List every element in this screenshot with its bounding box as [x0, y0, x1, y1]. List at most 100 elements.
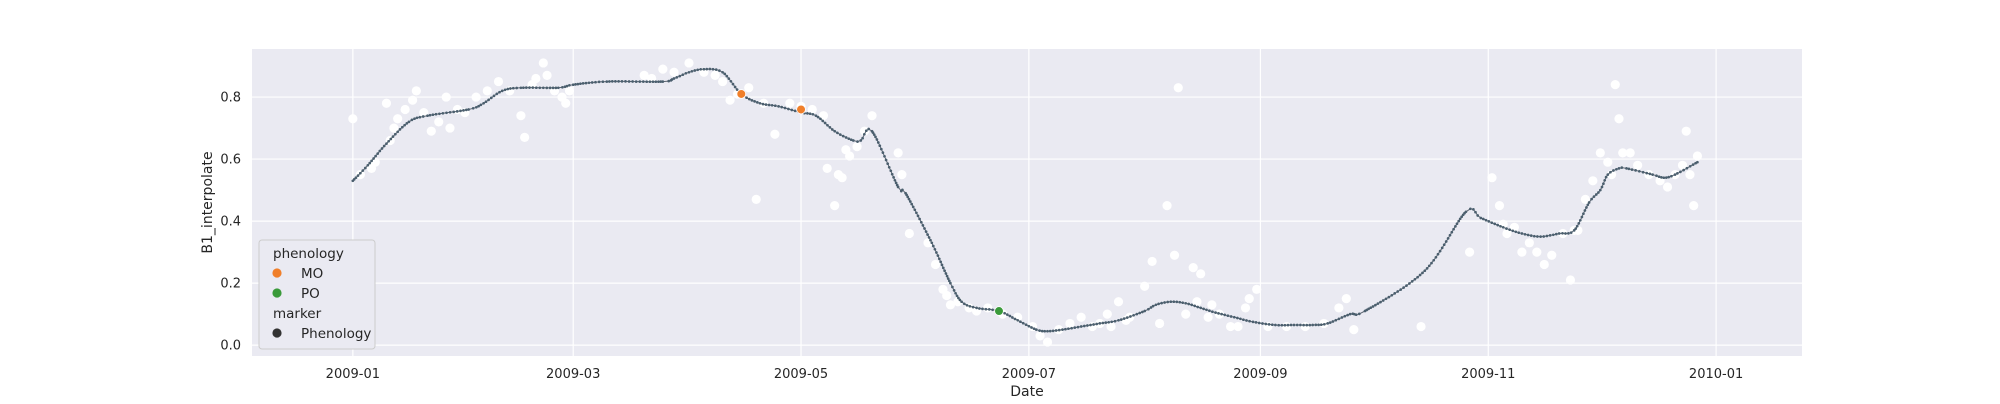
interpolated-point: [783, 106, 787, 110]
observed-point: [1539, 259, 1549, 270]
interpolated-point: [610, 80, 614, 83]
interpolated-point: [1340, 316, 1344, 319]
observed-point: [822, 163, 832, 173]
interpolated-point: [777, 105, 780, 108]
observed-point: [381, 98, 392, 108]
legend-title-marker: marker: [273, 306, 322, 322]
interpolated-point: [1444, 240, 1448, 243]
interpolated-point: [1598, 188, 1602, 192]
interpolated-point: [561, 85, 564, 89]
interpolated-point: [874, 135, 877, 139]
interpolated-point: [725, 74, 729, 78]
interpolated-point: [1523, 232, 1527, 236]
interpolated-point: [1101, 321, 1105, 325]
observed-point: [1076, 312, 1086, 322]
interpolated-point: [1548, 234, 1552, 237]
observed-point: [658, 64, 668, 74]
interpolated-point: [1051, 329, 1055, 333]
interpolated-point: [1143, 309, 1147, 313]
plot-background: [252, 49, 1802, 356]
x-tick-label: 2009-05: [774, 367, 828, 382]
observed-point: [1252, 284, 1262, 294]
legend-label-po: PO: [301, 286, 320, 302]
interpolated-point: [645, 80, 649, 84]
interpolated-point: [1295, 323, 1299, 327]
interpolated-point: [926, 233, 929, 236]
observed-point: [930, 259, 941, 270]
interpolated-point: [1484, 218, 1488, 222]
interpolated-point: [571, 83, 575, 87]
interpolated-point: [418, 115, 422, 119]
interpolated-point: [1057, 328, 1061, 332]
interpolated-point: [1572, 229, 1576, 232]
interpolated-point: [924, 230, 928, 233]
interpolated-point: [1199, 306, 1203, 310]
interpolated-point: [541, 86, 545, 90]
interpolated-point: [1567, 232, 1570, 235]
observed-point: [1147, 256, 1157, 267]
interpolated-point: [1532, 234, 1536, 238]
interpolated-point: [939, 260, 943, 264]
interpolated-point: [881, 151, 885, 154]
interpolated-point: [1418, 273, 1422, 277]
interpolated-point: [1615, 167, 1618, 171]
observed-point: [1685, 169, 1695, 180]
interpolated-point: [1013, 317, 1017, 321]
observed-point: [1633, 160, 1643, 170]
interpolated-point: [396, 130, 400, 134]
interpolated-point: [1691, 163, 1695, 166]
observed-point: [1681, 126, 1691, 136]
interpolated-point: [1220, 312, 1223, 316]
interpolated-point: [638, 80, 642, 83]
interpolated-point: [1064, 327, 1067, 331]
interpolated-point: [872, 133, 876, 136]
interpolated-point: [790, 108, 794, 112]
interpolated-point: [1450, 230, 1454, 234]
interpolated-point: [1292, 323, 1296, 327]
interpolated-point: [1655, 174, 1658, 178]
interpolated-point: [893, 178, 897, 182]
interpolated-point: [1457, 219, 1461, 223]
interpolated-point: [624, 80, 627, 83]
interpolated-point: [1214, 311, 1217, 314]
interpolated-point: [1396, 290, 1400, 293]
interpolated-point: [1600, 185, 1604, 189]
interpolated-point: [1070, 326, 1073, 330]
observed-point: [1341, 294, 1351, 304]
interpolated-point: [1496, 223, 1500, 227]
interpolated-point: [1113, 319, 1117, 323]
interpolated-point: [1270, 323, 1274, 327]
interpolated-point: [690, 69, 694, 73]
observed-point: [1610, 80, 1620, 90]
interpolated-point: [1670, 174, 1673, 178]
observed-point: [520, 132, 530, 142]
interpolated-point: [1660, 176, 1663, 179]
interpolated-point: [944, 272, 948, 275]
observed-point: [1300, 321, 1310, 332]
interpolated-point: [675, 76, 679, 79]
interpolated-point: [407, 120, 411, 124]
observed-point: [852, 142, 862, 152]
interpolated-point: [1452, 227, 1455, 231]
interpolated-point: [608, 80, 611, 83]
interpolated-point: [1048, 329, 1052, 333]
interpolated-point: [1606, 173, 1610, 176]
interpolated-point: [1302, 323, 1305, 327]
legend-title-phenology: phenology: [273, 246, 344, 262]
interpolated-point: [1343, 314, 1347, 318]
interpolated-point: [1357, 312, 1361, 316]
interpolated-point: [735, 88, 739, 91]
observed-point: [441, 92, 451, 102]
interpolated-point: [1211, 310, 1214, 314]
observed-point: [370, 157, 380, 167]
interpolated-point: [1274, 323, 1277, 327]
interpolated-point: [1520, 232, 1524, 235]
interpolated-point: [1645, 171, 1649, 175]
interpolated-point: [1410, 280, 1414, 283]
interpolated-point: [428, 113, 432, 117]
interpolated-point: [930, 241, 934, 245]
interpolated-point: [477, 104, 480, 108]
interpolated-point: [356, 174, 360, 177]
observed-point: [1042, 337, 1053, 347]
interpolated-point: [378, 149, 382, 153]
